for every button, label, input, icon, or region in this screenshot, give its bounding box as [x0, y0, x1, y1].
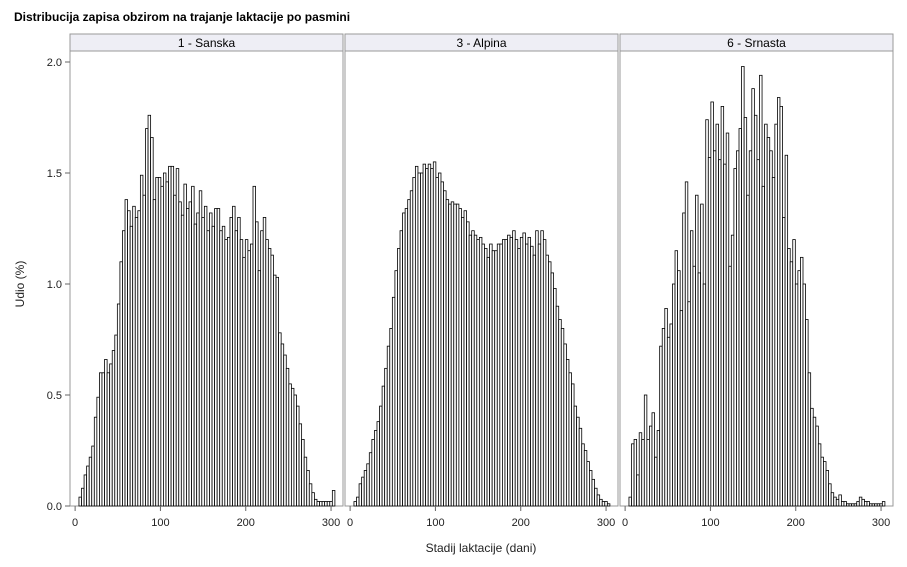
histogram-bar: [633, 438, 638, 507]
x-tick-label: 0: [72, 517, 78, 529]
x-tick-label: 300: [872, 517, 890, 529]
x-tick-label: 200: [512, 517, 530, 529]
y-axis-title: Udio (%): [13, 261, 27, 308]
x-axis-title: Stadij laktacije (dani): [426, 541, 537, 555]
panel-label: 1 - Sanska: [178, 36, 236, 50]
histogram-bar: [881, 501, 886, 507]
y-axis: 0.0 0.5 1.0 1.5 2.0: [47, 57, 70, 513]
x-tick-label: 0: [347, 517, 353, 529]
histogram-bar: [606, 503, 611, 507]
panel-2: 3 - Alpina 0 100 200 300: [344, 33, 619, 529]
y-tick-label: 0.0: [47, 501, 62, 513]
panel-1: 1 - Sanska 0 100 200 300: [69, 33, 344, 529]
x-tick-label: 0: [622, 517, 628, 529]
x-tick-label: 100: [701, 517, 719, 529]
histogram-bar: [838, 494, 842, 507]
chart-title: Distribucija zapisa obzirom na trajanje …: [14, 10, 351, 24]
y-tick-label: 1.5: [47, 168, 62, 180]
y-tick-label: 0.5: [47, 390, 62, 402]
y-tick-label: 2.0: [47, 57, 62, 69]
panel-label: 6 - Srnasta: [727, 36, 786, 50]
panel-3: 6 - Srnasta 0 100 200 300: [619, 33, 894, 529]
panels-layer: 1 - Sanska 0 100 200 300 3 - Alpina 0 100 200 300…: [69, 33, 894, 529]
x-tick-label: 300: [322, 517, 340, 529]
x-tick-label: 200: [237, 517, 255, 529]
x-tick-label: 100: [426, 517, 444, 529]
x-tick-label: 300: [597, 517, 615, 529]
histogram-bar: [331, 490, 336, 507]
x-tick-label: 100: [151, 517, 169, 529]
y-tick-label: 1.0: [47, 279, 62, 291]
x-tick-label: 200: [787, 517, 805, 529]
panel-label: 3 - Alpina: [456, 36, 506, 50]
